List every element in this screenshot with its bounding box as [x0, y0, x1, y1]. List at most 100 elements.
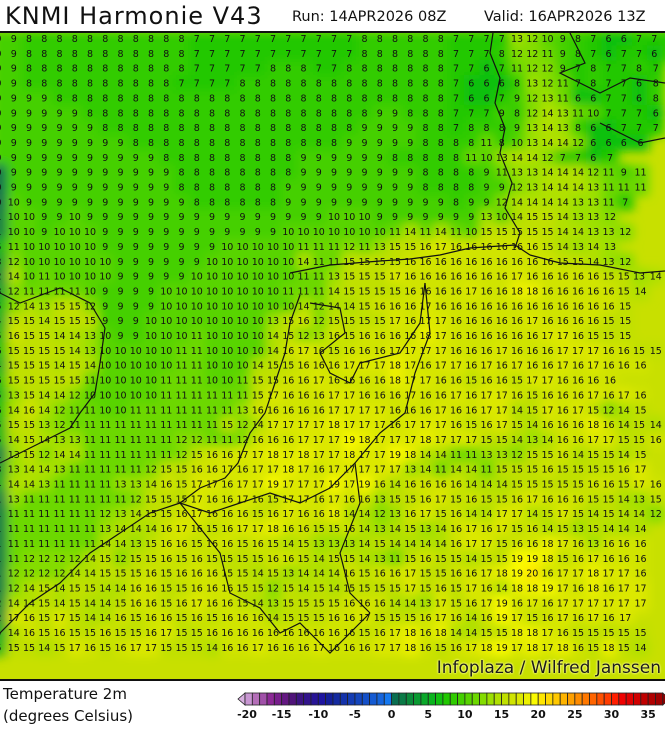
temperature-cell — [0, 45, 9, 63]
temperature-value: 9 — [346, 182, 355, 193]
temperature-value: 9 — [438, 212, 447, 223]
temperature-value: 11 — [602, 182, 617, 193]
temperature-value: 15 — [343, 256, 358, 267]
temperature-value: 12 — [526, 63, 541, 74]
temperature-value: 8 — [653, 93, 659, 104]
temperature-value: 8 — [468, 123, 477, 134]
temperature-value: 14 — [634, 286, 646, 297]
temperature-value: 11 — [53, 494, 68, 505]
temperature-value: 17 — [435, 494, 450, 505]
temperature-value: 17 — [267, 464, 282, 475]
temperature-value: 10 — [84, 390, 99, 401]
temperature-value: 9 — [621, 167, 630, 178]
temperature-value: 16 — [450, 345, 465, 356]
temperature-cell — [509, 75, 528, 92]
temperature-value: 8 — [422, 167, 431, 178]
temperature-value: 17 — [328, 464, 343, 475]
temperature-value: 14 — [465, 628, 480, 639]
temperature-value: 16 — [450, 241, 465, 252]
temperature-value: 8 — [72, 93, 81, 104]
temperature-value: 7 — [194, 48, 203, 59]
temperature-value: 9 — [133, 182, 142, 193]
temperature-value: 9 — [102, 152, 111, 163]
temperature-value: 10 — [206, 316, 221, 327]
temperature-value: 9 — [41, 197, 50, 208]
temperature-value: 13 — [38, 479, 53, 490]
colorbar-swatch — [391, 692, 400, 706]
temperature-value: 8 — [87, 78, 96, 89]
temperature-value: 16 — [480, 420, 495, 431]
temperature-cell — [98, 60, 116, 78]
temperature-value: 9 — [0, 48, 5, 59]
temperature-value: 15 — [38, 613, 53, 624]
temperature-value: 8 — [133, 137, 142, 148]
temperature-value: 15 — [358, 286, 373, 297]
temperature-value: 10 — [191, 301, 206, 312]
temperature-value: 14 — [465, 613, 480, 624]
temperature-value: 17 — [587, 390, 602, 401]
temperature-value: 7 — [194, 34, 203, 45]
temperature-value: 11 — [23, 286, 38, 297]
temperature-value: 16 — [465, 405, 480, 416]
temperature-cell — [647, 89, 665, 107]
temperature-cell — [128, 75, 146, 92]
temperature-value: 15 — [160, 568, 175, 579]
temperature-value: 11 — [84, 420, 99, 431]
temperature-value: 16 — [221, 628, 236, 639]
temperature-value: 13 — [404, 464, 419, 475]
temperature-value: 9 — [133, 241, 142, 252]
temperature-value: 15 — [404, 524, 419, 535]
temperature-value: 16 — [191, 613, 206, 624]
temperature-value: 7 — [255, 34, 264, 45]
temperature-value: 9 — [178, 227, 187, 238]
temperature-value: 16 — [221, 642, 236, 653]
temperature-value: 17 — [236, 449, 251, 460]
temperature-cell — [67, 60, 85, 78]
temperature-value: 8 — [422, 48, 431, 59]
temperature-value: 10 — [206, 301, 221, 312]
temperature-value: 9 — [133, 271, 142, 282]
temperature-value: 1 — [0, 553, 5, 564]
temperature-value: 15 — [634, 405, 646, 416]
temperature-value: 16 — [450, 256, 465, 267]
temperature-value: 15 — [114, 568, 129, 579]
temperature-value: 16 — [526, 271, 541, 282]
temperature-cell — [525, 60, 543, 78]
temperature-value: 16 — [236, 628, 251, 639]
temperature-value: 11 — [84, 434, 99, 445]
temperature-value: 16 — [480, 256, 495, 267]
temperature-value: 7 — [653, 123, 659, 134]
temperature-value: 18 — [389, 360, 404, 371]
temperature-value: 8 — [194, 93, 203, 104]
temperature-value: 16 — [419, 613, 434, 624]
temperature-value: 17 — [435, 434, 450, 445]
temperature-value: 12 — [587, 167, 602, 178]
temperature-value: 15 — [465, 420, 480, 431]
temperature-value: 17 — [282, 494, 297, 505]
temperature-value: 16 — [282, 375, 297, 386]
temperature-value: 16 — [496, 360, 511, 371]
temperature-value: 14 — [511, 197, 526, 208]
temperature-value: 18 — [419, 331, 434, 342]
temperature-value: 16 — [480, 331, 495, 342]
temperature-value: 9 — [11, 48, 20, 59]
temperature-value: 17 — [634, 598, 646, 609]
temperature-value: 15 — [389, 613, 404, 624]
temperature-value: 8 — [163, 34, 172, 45]
temperature-value: 15 — [419, 583, 434, 594]
temperature-value: 9 — [316, 212, 325, 223]
temperature-value: 8 — [72, 63, 81, 74]
temperature-value: 7 — [331, 48, 340, 59]
temperature-value: 12 — [374, 509, 389, 520]
temperature-cell — [494, 45, 512, 63]
temperature-value: 14 — [633, 509, 648, 520]
temperature-value: 7 — [468, 48, 477, 59]
temperature-value: 16 — [557, 375, 572, 386]
temperature-value: 8 — [72, 78, 81, 89]
temperature-value: 18 — [541, 553, 556, 564]
temperature-value: 9 — [483, 167, 492, 178]
temperature-value: 17 — [404, 390, 419, 401]
temperature-value: 16 — [465, 568, 480, 579]
temperature-value: 17 — [557, 509, 572, 520]
temperature-cell — [342, 45, 360, 63]
